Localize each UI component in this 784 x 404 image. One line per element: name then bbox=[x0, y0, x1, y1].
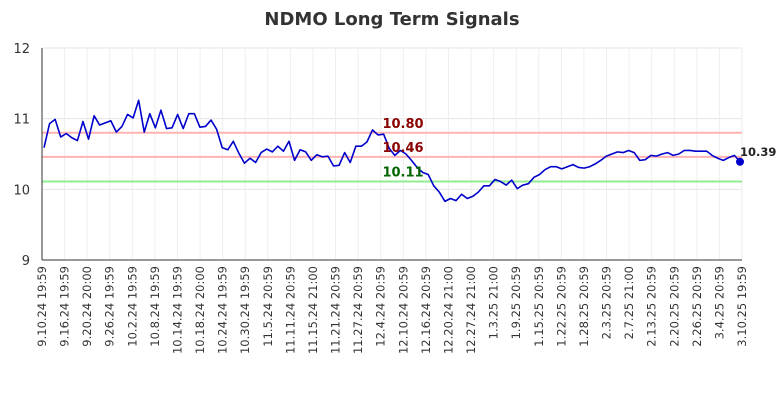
last-value-marker bbox=[736, 157, 744, 166]
x-tick-label: 12.16.24 20:59 bbox=[419, 266, 433, 354]
reference-line-label: 10.11 bbox=[382, 166, 423, 181]
x-tick-label: 10.8.24 19:59 bbox=[148, 266, 162, 347]
x-tick-label: 11.11.24 20:59 bbox=[283, 266, 297, 354]
x-tick-label: 2.20.25 20:59 bbox=[667, 266, 681, 347]
reference-lines bbox=[42, 131, 742, 183]
last-value-label: 10.39 bbox=[740, 145, 776, 159]
x-tick-label: 11.5.24 20:59 bbox=[261, 266, 275, 347]
price-line bbox=[43, 99, 741, 203]
x-tick-label: 12.10.24 20:59 bbox=[396, 266, 410, 354]
x-tick-label: 3.4.25 20:59 bbox=[712, 266, 726, 339]
x-tick-label: 9.26.24 19:59 bbox=[103, 266, 117, 347]
x-tick-label: 11.27.24 20:59 bbox=[351, 266, 365, 354]
y-tick-label: 10 bbox=[13, 183, 30, 198]
x-tick-label: 11.15.24 21:00 bbox=[306, 266, 320, 354]
x-tick-label: 11.21.24 20:59 bbox=[329, 266, 343, 354]
x-tick-label: 1.9.25 20:59 bbox=[509, 266, 523, 339]
x-tick-label: 10.30.24 19:59 bbox=[238, 266, 252, 354]
annotations: 10.80 10.46 10.11 10.39 bbox=[382, 117, 776, 181]
x-tick-label: 9.10.24 19:59 bbox=[35, 266, 49, 347]
axes: 9 10 11 12 9.10.24 19:59 9.16.24 19:59 9.20.24… bbox=[13, 42, 749, 354]
x-tick-label: 2.26.25 20:59 bbox=[690, 266, 704, 347]
x-tick-label: 2.13.25 20:59 bbox=[645, 266, 659, 347]
x-tick-label: 10.24.24 19:59 bbox=[216, 266, 230, 354]
chart-title: NDMO Long Term Signals bbox=[264, 9, 519, 30]
grid bbox=[41, 47, 743, 261]
reference-line-label: 10.46 bbox=[382, 141, 423, 156]
x-tick-label: 12.4.24 20:59 bbox=[374, 266, 388, 347]
x-tick-label: 2.3.25 20:59 bbox=[600, 266, 614, 339]
x-tick-label: 10.18.24 20:00 bbox=[193, 266, 207, 354]
reference-line-label: 10.80 bbox=[382, 117, 423, 132]
x-tick-label: 12.27.24 21:00 bbox=[464, 266, 478, 354]
x-tick-label: 1.15.25 20:59 bbox=[532, 266, 546, 347]
x-tick-label: 9.20.24 20:00 bbox=[80, 266, 94, 347]
x-tick-label: 3.10.25 19:59 bbox=[735, 266, 749, 347]
x-tick-label: 9.16.24 19:59 bbox=[58, 266, 72, 347]
x-tick-label: 1.3.25 21:00 bbox=[487, 266, 501, 339]
y-tick-label: 9 bbox=[22, 254, 30, 269]
x-tick-label: 10.2.24 19:59 bbox=[125, 266, 139, 347]
price-series bbox=[43, 99, 744, 203]
y-tick-label: 11 bbox=[13, 113, 30, 128]
x-tick-label: 12.20.24 21:00 bbox=[441, 266, 455, 354]
x-tick-label: 2.7.25 21:00 bbox=[622, 266, 636, 339]
x-tick-label: 10.14.24 19:59 bbox=[170, 266, 184, 354]
x-tick-label: 1.28.25 20:59 bbox=[577, 266, 591, 347]
y-tick-label: 12 bbox=[13, 42, 30, 57]
x-tick-label: 1.22.25 20:59 bbox=[554, 266, 568, 347]
